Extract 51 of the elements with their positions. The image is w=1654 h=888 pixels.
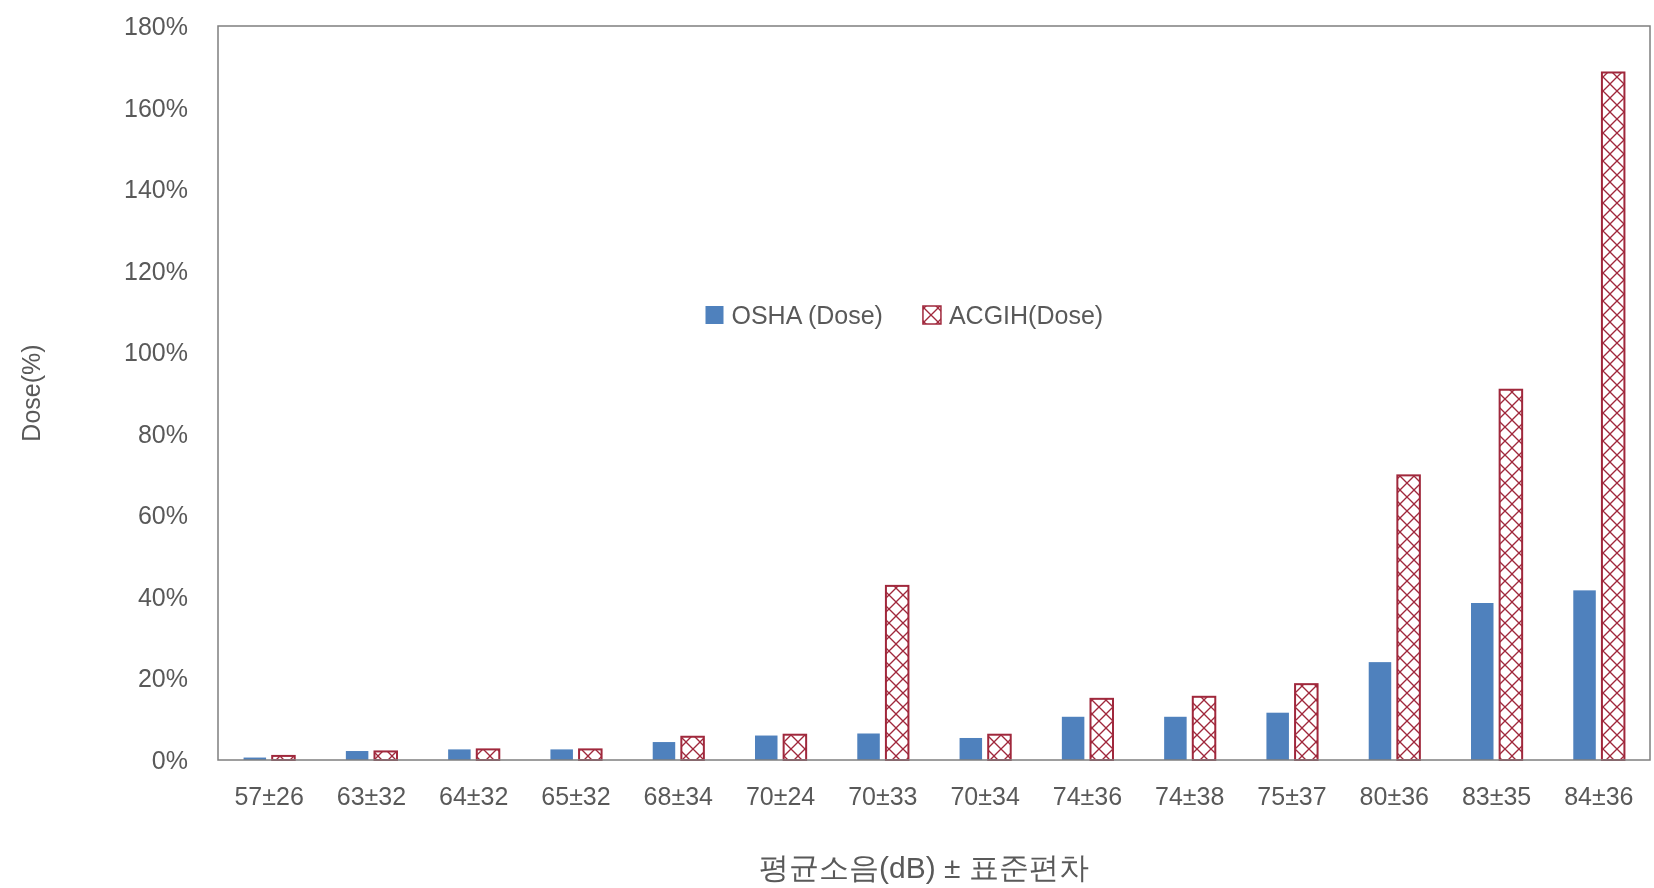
x-tick-label: 74±38 <box>1155 782 1225 810</box>
bar <box>1368 662 1392 760</box>
y-tick-label: 120% <box>124 256 188 285</box>
bar <box>1191 695 1217 761</box>
x-tick-label: 70±24 <box>745 782 816 810</box>
bar <box>448 749 471 760</box>
bar <box>959 737 983 760</box>
bar <box>1600 71 1626 761</box>
y-tick-label: 40% <box>137 582 188 611</box>
x-tick-label: 64±32 <box>439 782 509 810</box>
y-tick-label: 100% <box>124 338 188 367</box>
legend-label: OSHA (Dose) <box>731 301 883 329</box>
x-tick-label: 84±36 <box>1564 782 1634 810</box>
y-tick-label: 80% <box>137 419 188 448</box>
x-tick-label: 70±34 <box>950 782 1020 810</box>
x-tick-label: 63±32 <box>336 782 407 810</box>
bar <box>1089 697 1114 761</box>
bar <box>1471 603 1494 760</box>
bar <box>782 733 808 761</box>
y-tick-label: 140% <box>124 175 188 204</box>
bar <box>1498 388 1524 761</box>
x-tick-label: 57±26 <box>234 782 304 810</box>
x-tick-label: 74±36 <box>1052 782 1123 810</box>
bar <box>652 742 676 760</box>
bar <box>884 584 910 761</box>
bar <box>550 749 573 760</box>
bar <box>680 735 705 761</box>
x-tick-label: 80±36 <box>1359 782 1429 810</box>
bar <box>1396 474 1421 761</box>
y-tick-label: 20% <box>137 664 188 693</box>
x-tick-label: 75±37 <box>1257 782 1327 810</box>
legend-label: ACGIH(Dose) <box>948 301 1104 329</box>
bar <box>1164 716 1187 760</box>
bar <box>755 735 778 760</box>
bar <box>1061 716 1085 760</box>
bar <box>1266 712 1289 760</box>
y-tick-label: 0% <box>151 746 188 774</box>
x-tick-label: 68±34 <box>643 782 714 810</box>
bar <box>1294 683 1319 761</box>
y-tick-label: 160% <box>124 93 188 122</box>
x-tick-label: 70±33 <box>848 782 918 810</box>
x-axis-title: 평균소음(dB) ± 표준편차 <box>759 851 1089 884</box>
y-tick-label: 180% <box>124 12 188 40</box>
x-tick-label: 65±32 <box>541 782 611 810</box>
bar <box>1573 590 1596 760</box>
y-tick-label: 60% <box>137 501 188 530</box>
bar <box>857 733 880 760</box>
bar <box>578 748 603 761</box>
bar <box>987 733 1012 761</box>
y-axis-title: Dose(%) <box>17 344 45 442</box>
x-tick-label: 83±35 <box>1461 782 1532 810</box>
